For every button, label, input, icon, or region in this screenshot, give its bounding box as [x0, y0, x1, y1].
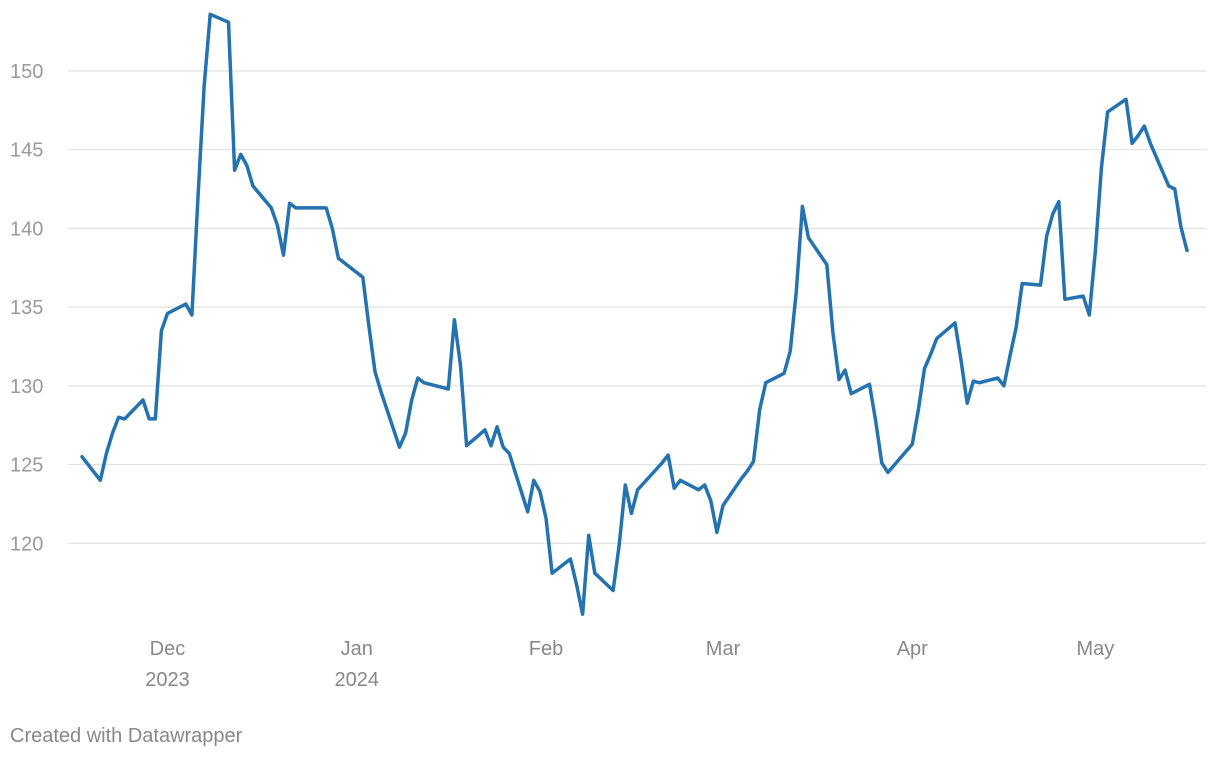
- y-tick-label: 140: [10, 218, 43, 240]
- y-axis: 120 125 130 135 140 145 150: [10, 61, 43, 555]
- x-tick-year-label: 2024: [334, 669, 379, 691]
- x-tick-year-label: 2023: [145, 669, 190, 691]
- price-line: [80, 12, 1189, 616]
- y-tick-label: 120: [10, 533, 43, 555]
- x-tick-label: Feb: [529, 638, 563, 660]
- series-layer: [80, 12, 1189, 616]
- y-tick-label: 135: [10, 297, 43, 319]
- x-tick-label: Apr: [897, 638, 928, 660]
- datawrapper-credit: Created with Datawrapper: [10, 725, 243, 747]
- x-tick-label: Jan: [341, 638, 373, 660]
- y-tick-label: 125: [10, 455, 43, 477]
- x-axis: Dec 2023 Jan 2024 Feb Mar Apr May: [145, 638, 1114, 691]
- x-tick-label: Mar: [706, 638, 741, 660]
- y-tick-label: 150: [10, 61, 43, 83]
- y-tick-label: 145: [10, 140, 43, 162]
- x-tick-label: May: [1077, 638, 1115, 660]
- x-tick-label: Dec: [150, 638, 186, 660]
- gridlines: [68, 70, 1206, 544]
- y-tick-label: 130: [10, 376, 43, 398]
